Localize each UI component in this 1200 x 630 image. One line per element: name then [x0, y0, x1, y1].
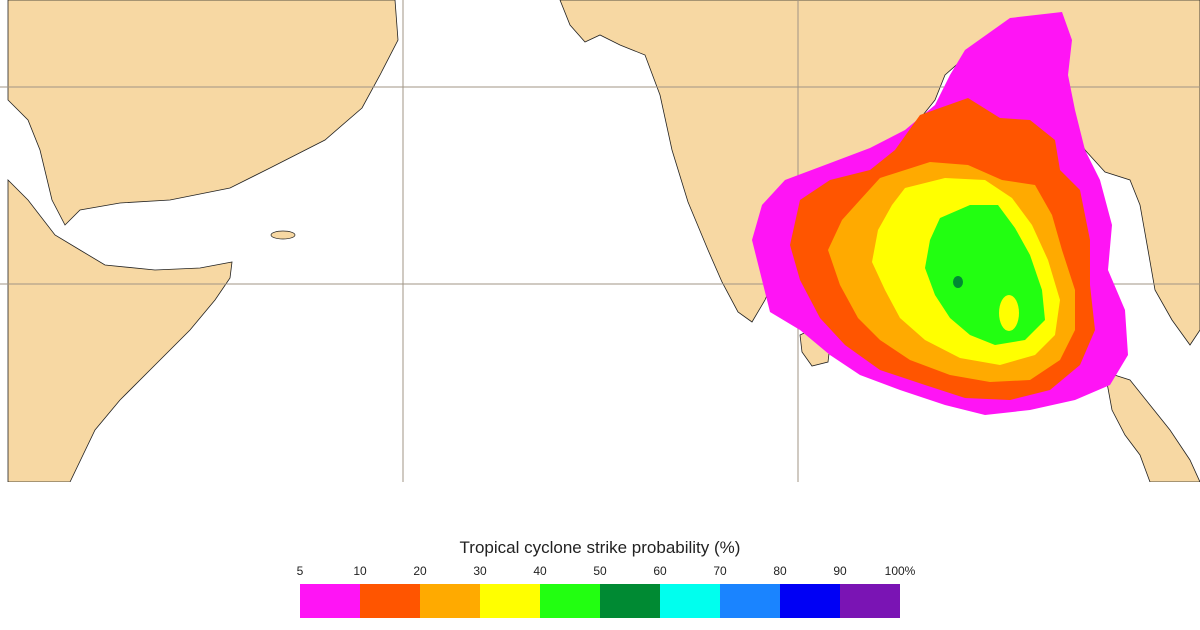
legend-tick-label: 90 — [833, 564, 847, 578]
legend-tick-label: 20 — [413, 564, 427, 578]
strike-probability-map — [0, 0, 1200, 482]
legend-tick-label: 10 — [353, 564, 367, 578]
land-africa — [7, 179, 233, 482]
legend-swatch — [840, 584, 900, 618]
legend-tick-label: 50 — [593, 564, 607, 578]
land-socotra — [270, 230, 296, 240]
legend-swatch — [660, 584, 720, 618]
contour-50-60-center — [953, 276, 963, 288]
land-malaya — [1104, 371, 1200, 482]
legend-tick-label: 60 — [653, 564, 667, 578]
legend-tick-label: 100% — [884, 564, 916, 578]
legend-ticks: 5 10 20 30 40 50 60 70 80 90 100% — [296, 564, 916, 582]
legend-swatch — [780, 584, 840, 618]
legend-swatch — [420, 584, 480, 618]
land-arabia — [7, 0, 399, 226]
legend-swatch — [720, 584, 780, 618]
legend-tick-label: 70 — [713, 564, 727, 578]
contour-40-50-hole — [999, 295, 1019, 331]
legend-tick-label: 40 — [533, 564, 547, 578]
legend-swatch — [540, 584, 600, 618]
legend-title: Tropical cyclone strike probability (%) — [459, 538, 741, 557]
legend-tick-label: 80 — [773, 564, 787, 578]
legend-tick-label: 30 — [473, 564, 487, 578]
legend-swatch — [360, 584, 420, 618]
legend-swatch — [480, 584, 540, 618]
legend-swatch — [300, 584, 360, 618]
legend-color-bar — [300, 584, 900, 618]
legend-tick-label: 5 — [296, 564, 304, 578]
legend-swatch — [600, 584, 660, 618]
